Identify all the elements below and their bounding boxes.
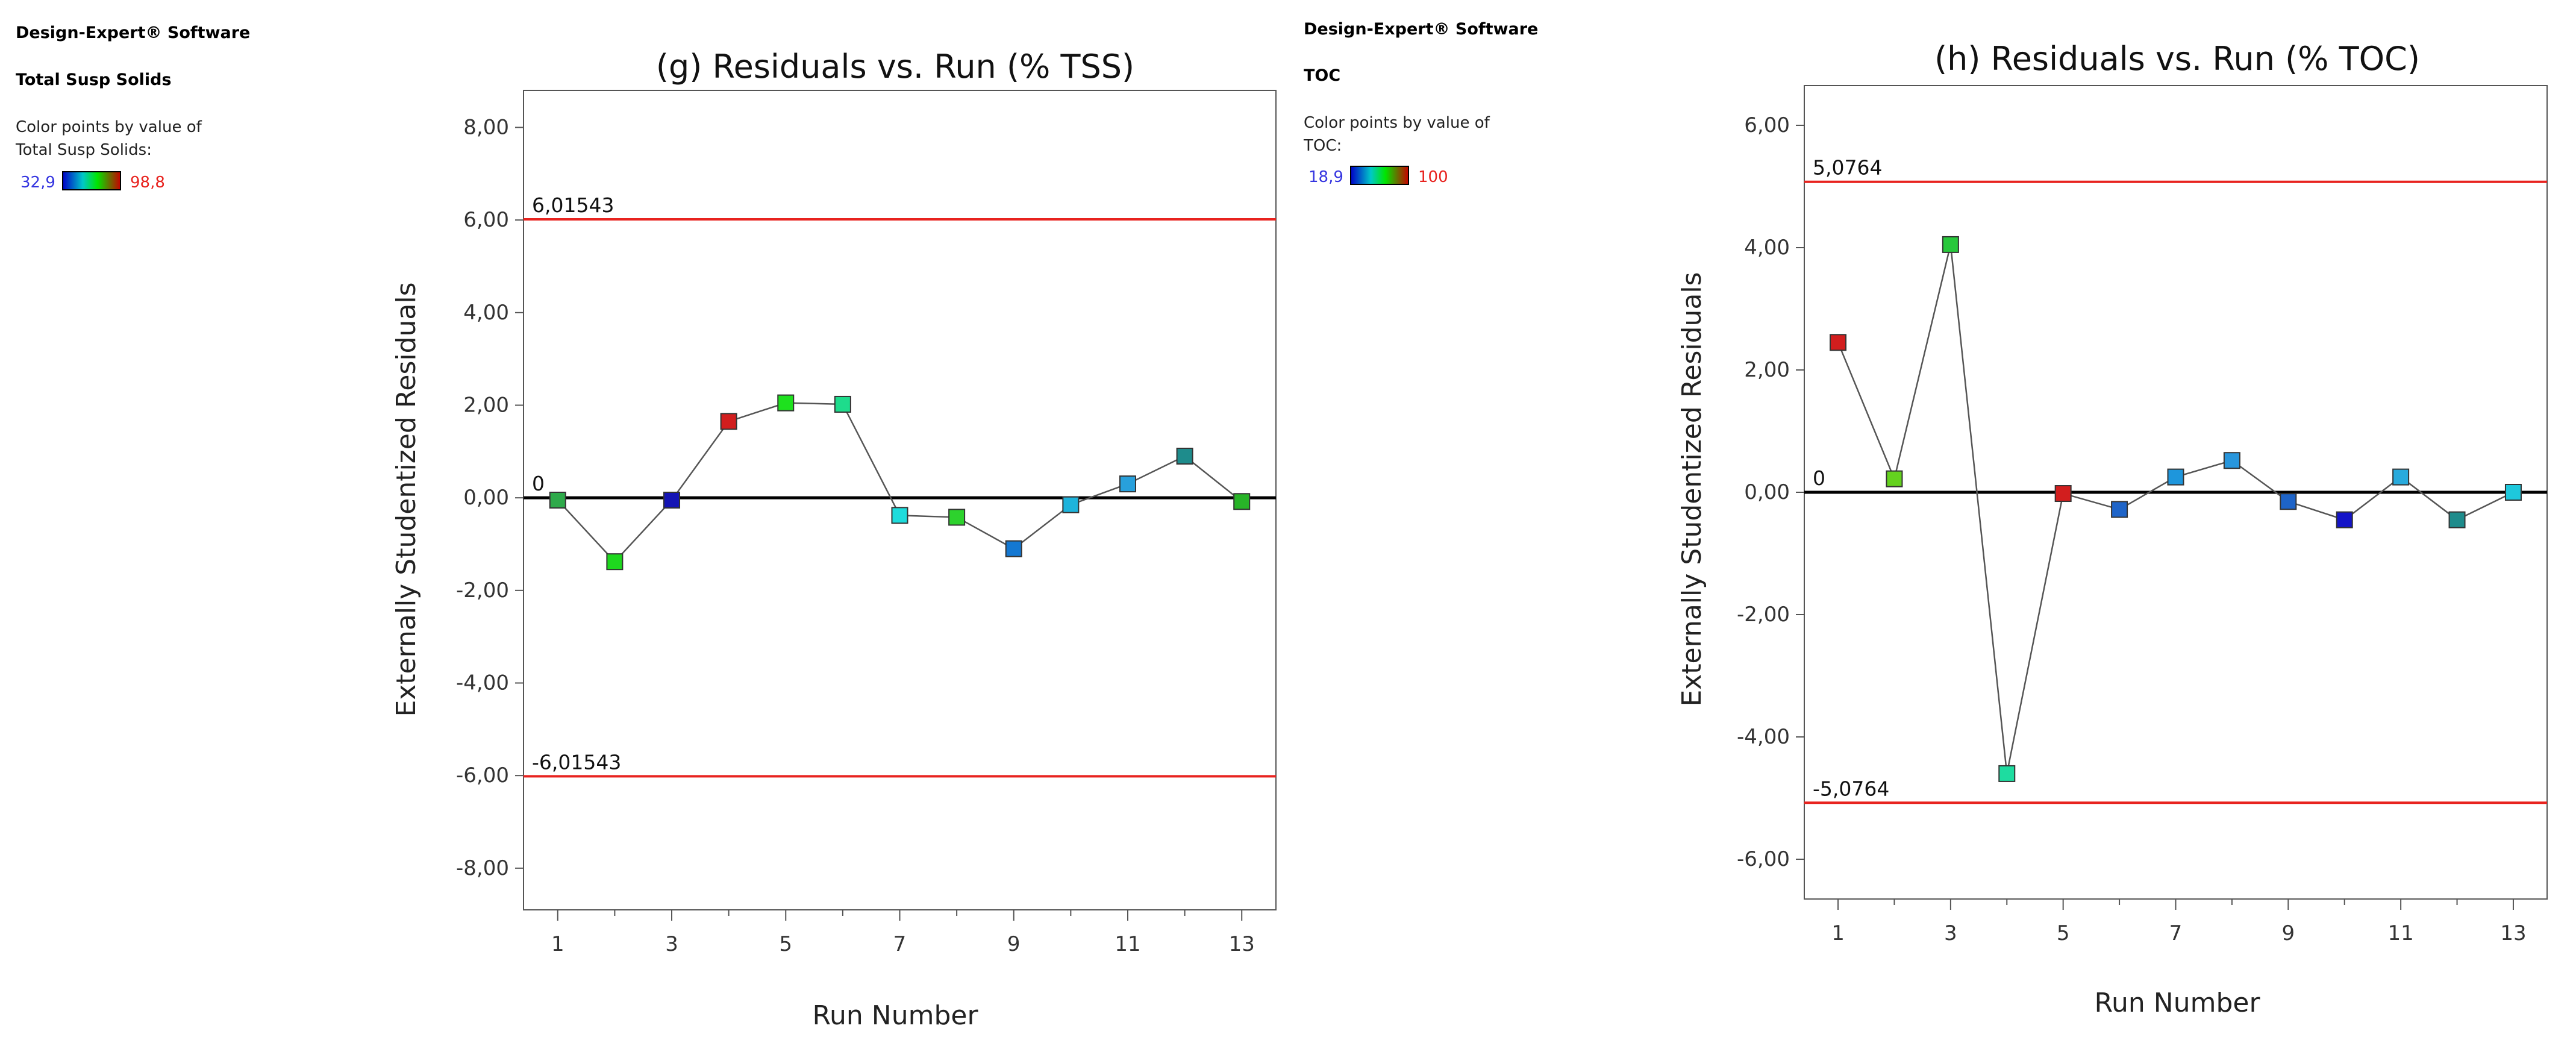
y-axis-label: Externally Studentized Residuals bbox=[391, 282, 422, 716]
color-scale-max: 98,8 bbox=[130, 174, 165, 192]
residual-point bbox=[2393, 469, 2409, 485]
x-tick-label: 3 bbox=[665, 932, 678, 956]
y-tick-label: 0,00 bbox=[463, 486, 509, 510]
residual-point bbox=[892, 507, 908, 523]
plot-area: 8,00 6,00 4,00 2,00 0,00 -2,00 -4,00 -6,00 -8,00… bbox=[456, 90, 1276, 956]
residual-point bbox=[1234, 493, 1249, 509]
limit-line-label: 6,01543 bbox=[532, 193, 614, 217]
x-tick-label: 3 bbox=[1944, 921, 1957, 945]
software-name: Design-Expert® Software bbox=[1304, 20, 1538, 39]
x-tick-label: 5 bbox=[2057, 921, 2070, 945]
color-note: Color points by value of bbox=[1304, 114, 1490, 132]
color-scale-bar bbox=[1351, 166, 1408, 184]
x-tick-label: 9 bbox=[2281, 921, 2295, 945]
x-tick-label: 5 bbox=[779, 932, 792, 956]
response-name: TOC bbox=[1304, 66, 1340, 85]
x-axis-label: Run Number bbox=[812, 1000, 978, 1031]
plot-area: 6,004,002,000,00-2,00-4,00-6,001 3 5 7 9 11 13… bbox=[1737, 86, 2547, 945]
residual-point bbox=[1120, 476, 1136, 492]
x-tick-label: 11 bbox=[2388, 921, 2414, 945]
y-tick-label: -8,00 bbox=[456, 856, 509, 880]
residual-point bbox=[2055, 486, 2071, 501]
x-tick-label: 11 bbox=[1114, 932, 1140, 956]
residual-point bbox=[2280, 493, 2296, 509]
x-axis-label: Run Number bbox=[2094, 988, 2260, 1018]
residual-point bbox=[1006, 541, 1022, 557]
limit-line-label: -6,01543 bbox=[532, 750, 621, 774]
residual-point bbox=[1830, 334, 1846, 350]
x-tick-label: 13 bbox=[2500, 921, 2526, 945]
residual-point bbox=[949, 509, 964, 525]
y-tick-label: 8,00 bbox=[463, 115, 509, 139]
color-scale-min: 32,9 bbox=[20, 174, 55, 192]
legend-panel-tss: Design-Expert® Software Total Susp Solid… bbox=[15, 23, 250, 192]
residual-point bbox=[1177, 448, 1193, 464]
zero-line-label: 0 bbox=[532, 472, 545, 495]
limit-line-label: -5,0764 bbox=[1813, 777, 1889, 800]
y-tick-label: 6,00 bbox=[463, 208, 509, 232]
residual-point bbox=[550, 492, 566, 508]
residual-point bbox=[1063, 497, 1078, 513]
residual-point bbox=[2168, 469, 2184, 485]
residual-series-line bbox=[1838, 245, 2513, 774]
residual-series-line bbox=[558, 403, 1242, 562]
residual-point bbox=[2506, 484, 2521, 500]
x-tick-label: 13 bbox=[1229, 932, 1255, 956]
chart-residuals-toc: (h) Residuals vs. Run (% TOC) Externally… bbox=[1677, 40, 2547, 1018]
legend-panel-toc: Design-Expert® Software TOC Color points… bbox=[1303, 20, 1538, 186]
residual-point bbox=[778, 395, 793, 411]
y-tick-label: -4,00 bbox=[456, 671, 509, 695]
color-note: Color points by value of bbox=[16, 118, 202, 136]
residual-point bbox=[2337, 512, 2352, 528]
limit-line-label: 5,0764 bbox=[1813, 156, 1882, 180]
plot-frame bbox=[524, 90, 1276, 910]
chart-title: (h) Residuals vs. Run (% TOC) bbox=[1934, 40, 2420, 78]
y-tick-label: 2,00 bbox=[463, 393, 509, 417]
residual-point bbox=[2449, 512, 2465, 528]
residuals-figure: Design-Expert® Software Total Susp Solid… bbox=[0, 0, 2576, 1040]
y-axis-label: Externally Studentized Residuals bbox=[1677, 272, 1707, 706]
chart-title: (g) Residuals vs. Run (% TSS) bbox=[656, 48, 1134, 86]
y-tick-label: -4,00 bbox=[1737, 725, 1790, 749]
y-tick-label: -6,00 bbox=[456, 763, 509, 788]
y-tick-label: 4,00 bbox=[463, 301, 509, 325]
y-tick-label: -6,00 bbox=[1737, 847, 1790, 871]
y-tick-label: 6,00 bbox=[1744, 113, 1790, 137]
x-tick-label: 7 bbox=[2169, 921, 2183, 945]
x-tick-label: 1 bbox=[551, 932, 564, 956]
residual-point bbox=[1886, 471, 1902, 487]
y-tick-label: -2,00 bbox=[1737, 603, 1790, 627]
color-note-variable: TOC: bbox=[1303, 137, 1342, 155]
residual-point bbox=[2224, 453, 2240, 468]
residual-point bbox=[835, 396, 851, 412]
response-name: Total Susp Solids bbox=[16, 70, 172, 89]
chart-residuals-tss: (g) Residuals vs. Run (% TSS) Externally… bbox=[391, 48, 1276, 1031]
residual-point bbox=[721, 413, 737, 429]
residual-point bbox=[1999, 766, 2015, 782]
color-scale-min: 18,9 bbox=[1308, 168, 1343, 186]
x-tick-label: 9 bbox=[1007, 932, 1021, 956]
x-tick-label: 7 bbox=[893, 932, 907, 956]
residual-point bbox=[664, 492, 680, 508]
y-tick-label: 4,00 bbox=[1744, 236, 1790, 260]
y-tick-label: 2,00 bbox=[1744, 358, 1790, 382]
software-name: Design-Expert® Software bbox=[16, 23, 250, 42]
x-tick-label: 1 bbox=[1831, 921, 1845, 945]
residual-point bbox=[2112, 501, 2127, 517]
residual-point bbox=[1943, 237, 1959, 252]
color-scale-max: 100 bbox=[1418, 168, 1448, 186]
y-tick-label: 0,00 bbox=[1744, 480, 1790, 504]
residual-point bbox=[607, 554, 622, 569]
zero-line-label: 0 bbox=[1813, 466, 1825, 490]
color-scale-bar bbox=[63, 172, 120, 190]
color-note-variable: Total Susp Solids: bbox=[15, 141, 152, 159]
y-tick-label: -2,00 bbox=[456, 578, 509, 603]
